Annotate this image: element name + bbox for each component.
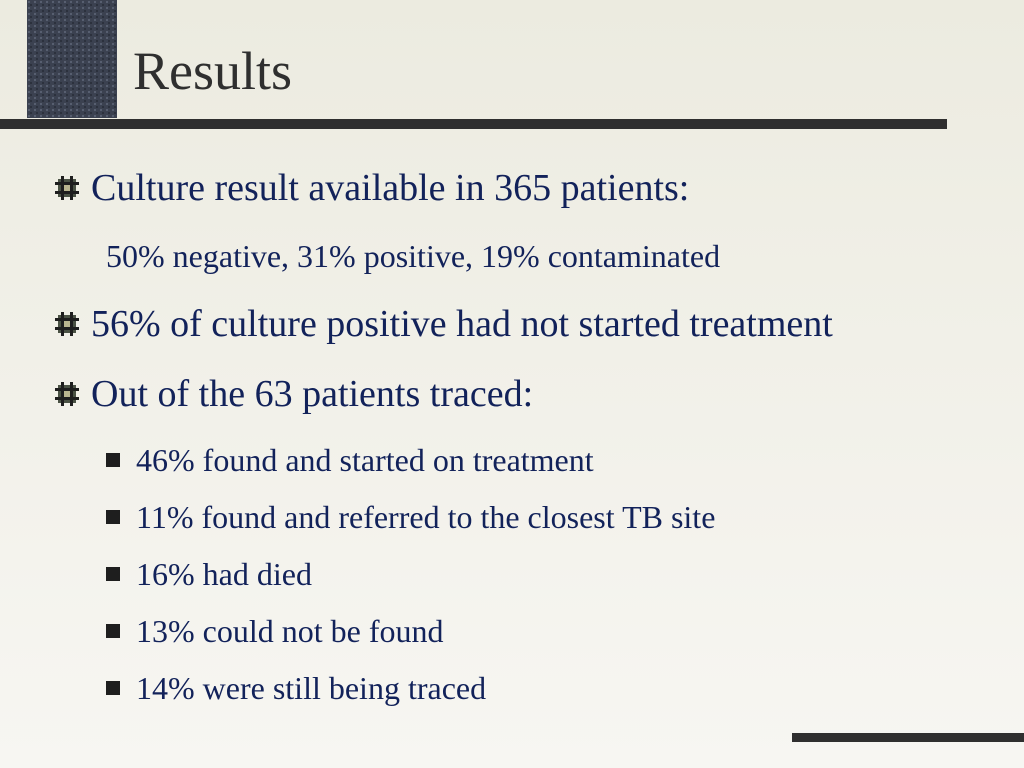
outcome-text: 13% could not be found [136, 613, 444, 649]
bullet-text: Out of the 63 patients traced: [91, 373, 534, 415]
footer-divider [792, 733, 1024, 742]
outcome-item: 13% could not be found [106, 611, 444, 651]
bullet-patients-traced: Out of the 63 patients traced: [55, 372, 533, 416]
outcome-text: 14% were still being traced [136, 670, 487, 706]
title-decoration-block [27, 0, 117, 118]
hash-bullet-icon [55, 382, 79, 406]
outcome-item: 46% found and started on treatment [106, 440, 594, 480]
title-divider [0, 119, 947, 129]
outcome-item: 11% found and referred to the closest TB… [106, 497, 715, 537]
outcome-text: 11% found and referred to the closest TB… [136, 499, 716, 535]
bullet-culture-results: Culture result available in 365 patients… [55, 166, 689, 210]
square-bullet-icon [106, 681, 120, 695]
culture-breakdown: 50% negative, 31% positive, 19% contamin… [106, 238, 721, 274]
slide-title: Results [133, 41, 293, 101]
square-bullet-icon [106, 510, 120, 524]
bullet-text: 56% of culture positive had not started … [91, 303, 833, 345]
outcome-text: 16% had died [136, 556, 312, 592]
square-bullet-icon [106, 624, 120, 638]
bullet-not-started: 56% of culture positive had not started … [55, 302, 833, 346]
outcome-item: 16% had died [106, 554, 312, 594]
square-bullet-icon [106, 453, 120, 467]
outcome-text: 46% found and started on treatment [136, 442, 594, 478]
hash-bullet-icon [55, 176, 79, 200]
bullet-text: Culture result available in 365 patients… [91, 167, 690, 209]
outcome-item: 14% were still being traced [106, 668, 486, 708]
square-bullet-icon [106, 567, 120, 581]
hash-bullet-icon [55, 312, 79, 336]
